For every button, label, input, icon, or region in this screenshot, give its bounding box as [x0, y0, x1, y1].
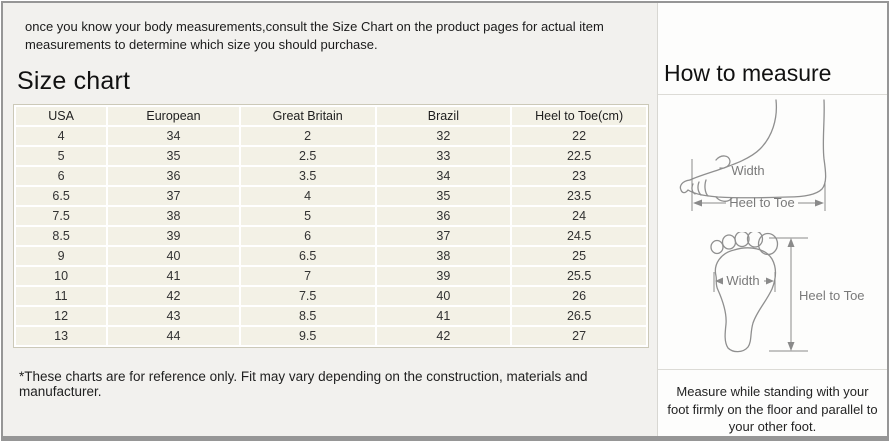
size-chart-table: USA European Great Britain Brazil Heel to To…	[13, 104, 649, 349]
column-header: Great Britain	[240, 107, 375, 126]
size-value-cell: 40	[376, 287, 511, 306]
size-value-cell: 41	[108, 267, 239, 286]
size-table-header: USA European Great Britain Brazil Heel to To…	[16, 107, 646, 126]
size-value-cell: 24.5	[512, 227, 646, 246]
size-value-cell: 33	[376, 147, 511, 166]
size-value-cell: 44	[108, 327, 239, 346]
footprint-top-view-diagram: Width Heel to Toe	[710, 232, 865, 353]
side-heel-to-toe-label: Heel to Toe	[729, 195, 795, 210]
size-value-cell: 26	[512, 287, 646, 306]
table-row: 8.5 39 6 37 24.5	[16, 227, 646, 246]
top-width-label: Width	[726, 273, 759, 288]
size-value-cell: 13	[16, 327, 107, 346]
size-value-cell: 35	[376, 187, 511, 206]
size-value-cell: 3.5	[240, 167, 375, 186]
size-value-cell: 6.5	[240, 247, 375, 266]
size-value-cell: 39	[108, 227, 239, 246]
size-value-cell: 9.5	[240, 327, 375, 346]
size-value-cell: 5	[16, 147, 107, 166]
size-value-cell: 4	[16, 127, 107, 146]
size-value-cell: 6	[16, 167, 107, 186]
table-row: 13 44 9.5 42 27	[16, 327, 646, 346]
size-value-cell: 37	[376, 227, 511, 246]
size-value-cell: 42	[376, 327, 511, 346]
size-value-cell: 43	[108, 307, 239, 326]
foot-side-view-diagram: Width Heel to Toe	[679, 99, 827, 211]
table-row: 10 41 7 39 25.5	[16, 267, 646, 286]
table-row: 4 34 2 32 22	[16, 127, 646, 146]
size-value-cell: 12	[16, 307, 107, 326]
size-value-cell: 22	[512, 127, 646, 146]
size-value-cell: 35	[108, 147, 239, 166]
top-heel-to-toe-label: Heel to Toe	[799, 288, 865, 303]
size-value-cell: 36	[376, 207, 511, 226]
size-value-cell: 38	[376, 247, 511, 266]
table-row: 9 40 6.5 38 25	[16, 247, 646, 266]
size-value-cell: 8.5	[16, 227, 107, 246]
size-value-cell: 26.5	[512, 307, 646, 326]
size-value-cell: 4	[240, 187, 375, 206]
size-value-cell: 2.5	[240, 147, 375, 166]
size-value-cell: 39	[376, 267, 511, 286]
size-value-cell: 6	[240, 227, 375, 246]
size-table-body: 4 34 2 32 22 5 35 2.5 33 22.5 6 36 3.5 34 23 6.5 37 4 35 23…	[16, 127, 646, 346]
size-value-cell: 10	[16, 267, 107, 286]
size-value-cell: 23	[512, 167, 646, 186]
header-row: USA European Great Britain Brazil Heel to To…	[16, 107, 646, 126]
size-value-cell: 23.5	[512, 187, 646, 206]
size-value-cell: 11	[16, 287, 107, 306]
size-value-cell: 9	[16, 247, 107, 266]
size-chart-title: Size chart	[17, 67, 131, 96]
size-value-cell: 2	[240, 127, 375, 146]
size-value-cell: 24	[512, 207, 646, 226]
column-header: USA	[16, 107, 107, 126]
size-value-cell: 42	[108, 287, 239, 306]
size-value-cell: 8.5	[240, 307, 375, 326]
reference-footnote: *These charts are for reference only. Fi…	[19, 369, 588, 400]
measure-instruction-note: Measure while standing with your foot fi…	[658, 369, 887, 436]
how-to-measure-title: How to measure	[664, 60, 832, 86]
size-value-cell: 25.5	[512, 267, 646, 286]
column-header: Brazil	[376, 107, 511, 126]
size-value-cell: 34	[376, 167, 511, 186]
size-value-cell: 6.5	[16, 187, 107, 206]
intro-text: once you know your body measurements,con…	[25, 19, 604, 53]
table-row: 6 36 3.5 34 23	[16, 167, 646, 186]
size-value-cell: 27	[512, 327, 646, 346]
column-header: European	[108, 107, 239, 126]
size-value-cell: 34	[108, 127, 239, 146]
side-width-label: Width	[731, 163, 764, 178]
size-value-cell: 40	[108, 247, 239, 266]
measure-diagrams: Width Heel to Toe Width	[658, 97, 887, 358]
size-value-cell: 37	[108, 187, 239, 206]
size-value-cell: 5	[240, 207, 375, 226]
size-value-cell: 7.5	[16, 207, 107, 226]
size-value-cell: 25	[512, 247, 646, 266]
table-row: 11 42 7.5 40 26	[16, 287, 646, 306]
table-row: 6.5 37 4 35 23.5	[16, 187, 646, 206]
size-value-cell: 7.5	[240, 287, 375, 306]
size-value-cell: 36	[108, 167, 239, 186]
size-chart-panel: once you know your body measurements,con…	[3, 3, 657, 436]
column-header: Heel to Toe(cm)	[512, 107, 646, 126]
table-row: 5 35 2.5 33 22.5	[16, 147, 646, 166]
table-row: 7.5 38 5 36 24	[16, 207, 646, 226]
size-value-cell: 38	[108, 207, 239, 226]
size-value-cell: 41	[376, 307, 511, 326]
size-value-cell: 22.5	[512, 147, 646, 166]
table-row: 12 43 8.5 41 26.5	[16, 307, 646, 326]
size-value-cell: 32	[376, 127, 511, 146]
divider-line	[658, 94, 887, 95]
size-value-cell: 7	[240, 267, 375, 286]
how-to-measure-panel: How to measure	[657, 3, 887, 436]
